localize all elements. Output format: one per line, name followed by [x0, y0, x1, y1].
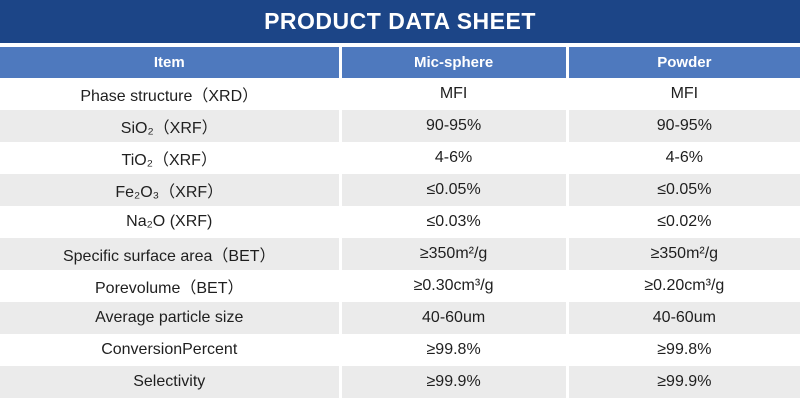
- table-row: Phase structure（XRD） MFI MFI: [0, 78, 800, 110]
- mic-sphere-cell: ≤0.03%: [338, 206, 568, 238]
- item-cell: ConversionPercent: [0, 334, 340, 366]
- table-row: TiO₂（XRF） 4-6% 4-6%: [0, 142, 800, 174]
- powder-cell: ≥99.9%: [565, 366, 800, 398]
- item-cell: Phase structure（XRD）: [0, 78, 340, 110]
- powder-cell: ≥0.20cm³/g: [565, 270, 800, 302]
- mic-sphere-cell: ≥350m²/g: [338, 238, 568, 270]
- powder-cell: 4-6%: [565, 142, 800, 174]
- powder-cell: ≥99.8%: [565, 334, 800, 366]
- table-row: Na₂O (XRF) ≤0.03% ≤0.02%: [0, 206, 800, 238]
- powder-cell: ≥350m²/g: [565, 238, 800, 270]
- item-cell: Na₂O (XRF): [0, 206, 340, 238]
- powder-cell: ≤0.05%: [565, 174, 800, 206]
- mic-sphere-cell: ≥99.8%: [338, 334, 568, 366]
- item-cell: Porevolume（BET）: [0, 270, 340, 302]
- title-bar: PRODUCT DATA SHEET: [0, 0, 800, 43]
- mic-sphere-cell: 90-95%: [338, 110, 568, 142]
- mic-sphere-cell: ≥99.9%: [338, 366, 568, 398]
- mic-sphere-cell: ≤0.05%: [338, 174, 568, 206]
- item-cell: TiO₂（XRF）: [0, 142, 340, 174]
- mic-sphere-cell: 4-6%: [338, 142, 568, 174]
- table-row: Specific surface area（BET） ≥350m²/g ≥350…: [0, 238, 800, 270]
- header-mic-sphere: Mic-sphere: [338, 47, 568, 78]
- table-row: SiO₂（XRF） 90-95% 90-95%: [0, 110, 800, 142]
- table-row: ConversionPercent ≥99.8% ≥99.8%: [0, 334, 800, 366]
- powder-cell: 40-60um: [565, 302, 800, 334]
- item-cell: SiO₂（XRF）: [0, 110, 340, 142]
- mic-sphere-cell: 40-60um: [338, 302, 568, 334]
- header-powder: Powder: [565, 47, 800, 78]
- table-row: Porevolume（BET） ≥0.30cm³/g ≥0.20cm³/g: [0, 270, 800, 302]
- item-cell: Specific surface area（BET）: [0, 238, 340, 270]
- item-cell: Fe₂O₃（XRF）: [0, 174, 340, 206]
- table-row: Selectivity ≥99.9% ≥99.9%: [0, 366, 800, 398]
- table-row: Average particle size 40-60um 40-60um: [0, 302, 800, 334]
- item-cell: Average particle size: [0, 302, 340, 334]
- header-item: Item: [0, 47, 340, 78]
- table-body: Phase structure（XRD） MFI MFI SiO₂（XRF） 9…: [0, 78, 800, 398]
- product-table: Item Mic-sphere Powder Phase structure（X…: [0, 47, 800, 398]
- mic-sphere-cell: MFI: [338, 78, 568, 110]
- page-title: PRODUCT DATA SHEET: [264, 8, 536, 34]
- powder-cell: 90-95%: [565, 110, 800, 142]
- powder-cell: ≤0.02%: [565, 206, 800, 238]
- header-row: Item Mic-sphere Powder: [0, 47, 800, 78]
- table-row: Fe₂O₃（XRF） ≤0.05% ≤0.05%: [0, 174, 800, 206]
- powder-cell: MFI: [565, 78, 800, 110]
- item-cell: Selectivity: [0, 366, 340, 398]
- mic-sphere-cell: ≥0.30cm³/g: [338, 270, 568, 302]
